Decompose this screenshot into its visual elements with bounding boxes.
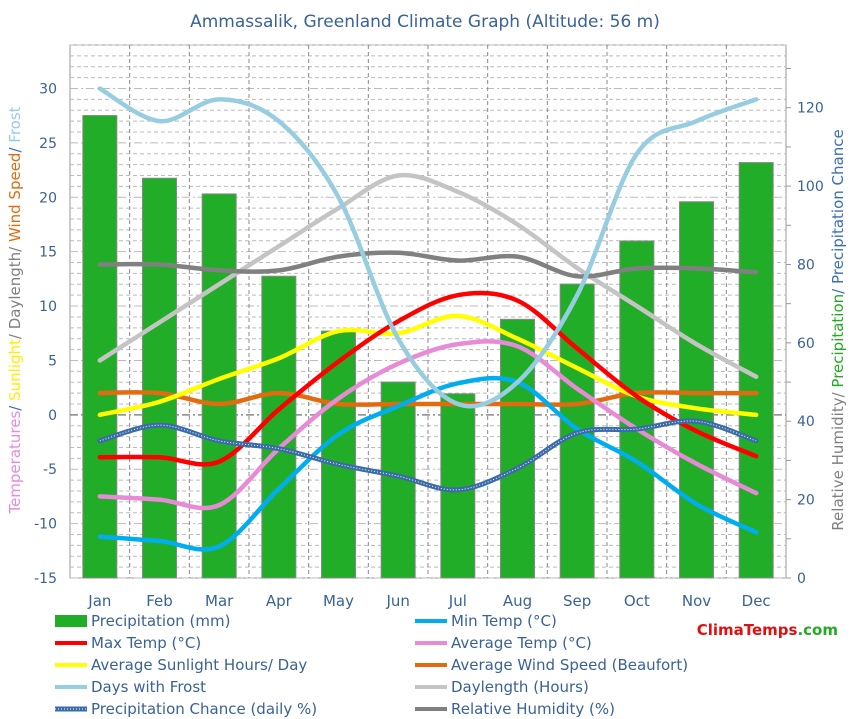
precipitation-bar <box>142 177 177 579</box>
x-tick-label: Aug <box>503 592 532 610</box>
x-tick-label: Apr <box>266 592 293 610</box>
axis-label-part: Temperatures <box>6 411 24 515</box>
axis-label-part: / Precipitation Chance <box>829 129 847 294</box>
right-tick-label: 60 <box>797 336 815 352</box>
days-with-frost-line <box>97 86 759 409</box>
axis-label-part: Frost <box>6 106 24 142</box>
legend-label: Min Temp (°C) <box>451 612 557 630</box>
x-tick-label: Feb <box>146 592 173 610</box>
left-tick-label: -15 <box>34 571 57 587</box>
x-tick-label: May <box>323 592 354 610</box>
legend-label: Relative Humidity (%) <box>451 700 615 718</box>
legend-label: Average Sunlight Hours/ Day <box>91 656 307 674</box>
legend-swatch <box>55 615 87 627</box>
left-tick-label: 30 <box>39 82 57 98</box>
precipitation-chance-daily-line-dots <box>99 420 757 491</box>
x-tick-label: Oct <box>624 592 650 610</box>
axis-label-part: Sunlight <box>6 339 24 401</box>
legend-label: Precipitation Chance (daily %) <box>91 700 317 718</box>
relative-humidity-line <box>97 250 759 279</box>
right-tick-label: 80 <box>797 257 815 273</box>
average-wind-speed-beaufort-line <box>97 390 759 408</box>
legend-label: Days with Frost <box>91 678 206 696</box>
axis-label-part: / Daylength/ <box>6 242 24 339</box>
precipitation-bar <box>500 318 535 579</box>
x-tick-label: Jul <box>448 592 467 610</box>
axis-label-part: Wind Speed <box>6 153 24 243</box>
x-tick-label: Nov <box>682 592 711 610</box>
left-tick-label: 15 <box>39 245 57 261</box>
left-tick-label: 0 <box>48 408 57 424</box>
precipitation-bar <box>261 275 297 579</box>
legend-label: Max Temp (°C) <box>91 634 201 652</box>
left-tick-label: 5 <box>48 353 57 369</box>
left-tick-label: 25 <box>39 136 57 152</box>
axis-label-part: Relative Humidity/ <box>829 388 847 531</box>
axis-label-part: / <box>6 143 24 153</box>
x-tick-label: Jun <box>385 592 409 610</box>
left-tick-label: 10 <box>39 299 57 315</box>
x-tick-label: Jan <box>87 592 111 610</box>
right-tick-label: 20 <box>797 493 815 509</box>
precipitation-bar <box>82 115 118 579</box>
axis-label-part: Precipitation <box>829 294 847 388</box>
daylength-hours-line <box>97 172 759 380</box>
left-tick-label: -5 <box>43 462 57 478</box>
right-axis-label: Relative Humidity/ Precipitation/ Precip… <box>829 129 847 530</box>
x-tick-label: Dec <box>742 592 771 610</box>
legend-label: Daylength (Hours) <box>451 678 589 696</box>
right-tick-label: 120 <box>797 101 824 117</box>
right-tick-label: 100 <box>797 179 824 195</box>
legend-label: Average Temp (°C) <box>451 634 592 652</box>
precipitation-bar <box>619 240 655 579</box>
x-tick-label: Mar <box>205 592 234 610</box>
left-axis-label: Temperatures/ Sunlight/ Daylength/ Wind … <box>6 106 24 514</box>
axis-label-part: / <box>6 401 24 411</box>
right-tick-label: 40 <box>797 414 815 430</box>
climatemps-logo: ClimaTemps.com <box>697 621 838 639</box>
max-temp-c-line <box>97 290 759 467</box>
precipitation-bar <box>201 193 237 579</box>
precipitation-bar <box>679 201 714 579</box>
legend-label: Average Wind Speed (Beaufort) <box>451 656 688 674</box>
legend-label: Precipitation (mm) <box>91 612 230 630</box>
left-tick-label: -10 <box>34 517 57 533</box>
right-tick-label: 0 <box>797 571 806 587</box>
x-tick-label: Sep <box>563 592 591 610</box>
chart-title: Ammassalik, Greenland Climate Graph (Alt… <box>190 12 660 32</box>
left-tick-label: 20 <box>39 190 57 206</box>
average-temp-c-line <box>97 339 759 511</box>
min-temp-c-line <box>97 375 759 552</box>
